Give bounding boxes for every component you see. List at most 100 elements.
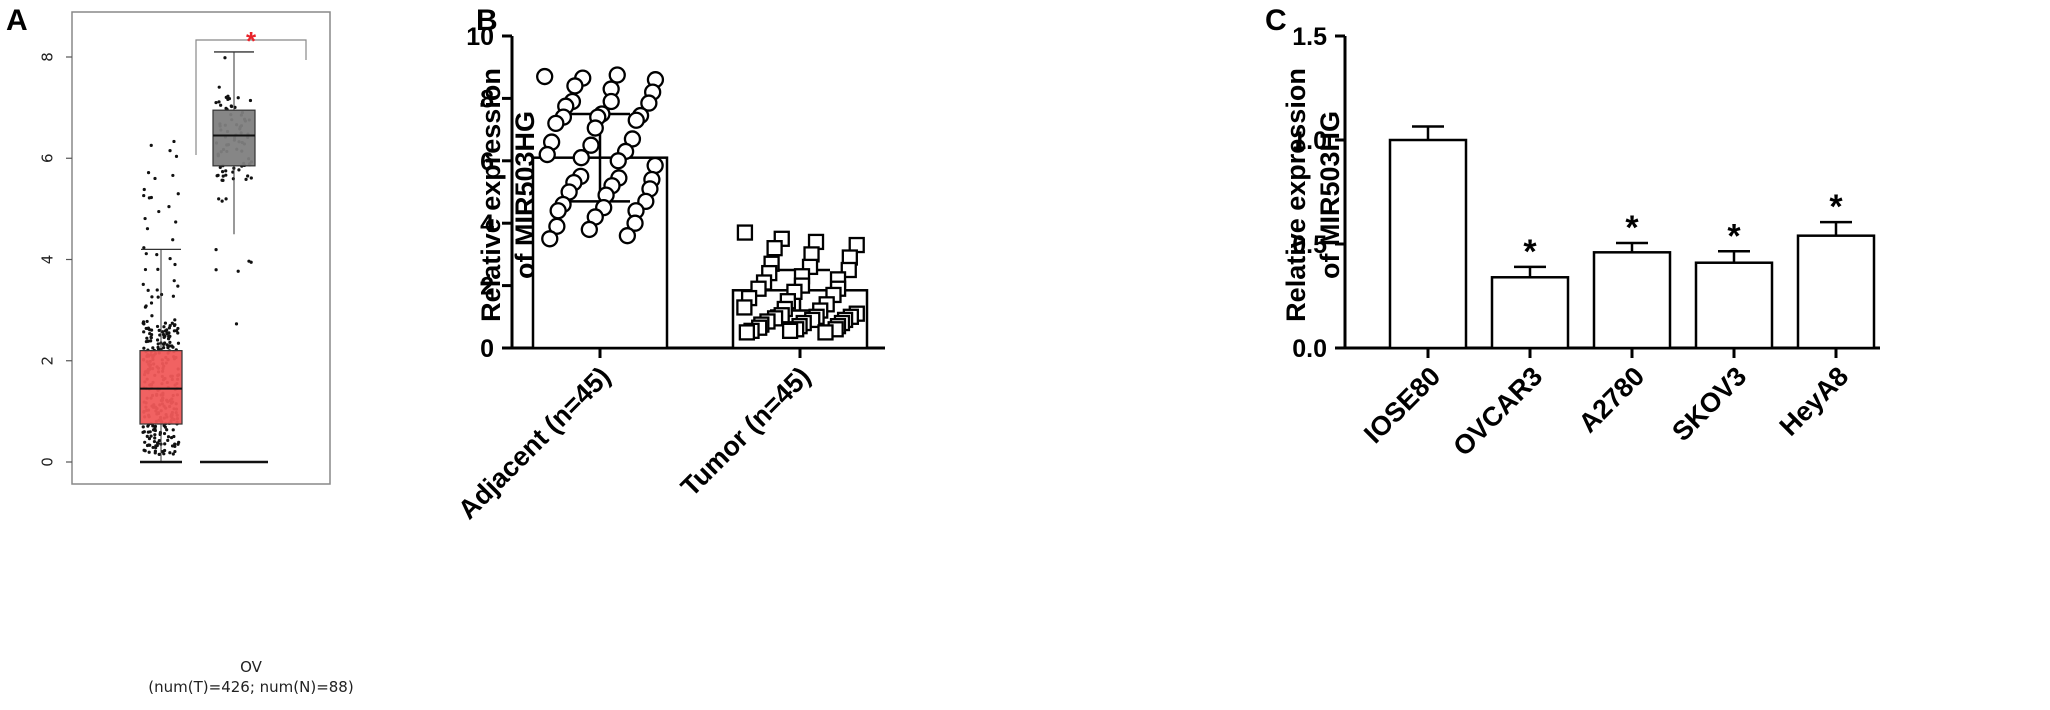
panel-c-x-labels: IOSE80 OVCAR3 A2780 SKOV3 HeyA8 bbox=[1358, 361, 1854, 462]
data-point bbox=[165, 428, 169, 432]
data-point bbox=[142, 193, 146, 198]
data-point bbox=[153, 436, 157, 440]
data-point bbox=[152, 439, 157, 444]
data-point bbox=[221, 178, 225, 183]
data-point bbox=[541, 230, 559, 248]
data-point bbox=[218, 165, 222, 170]
data-point bbox=[171, 345, 175, 349]
data-point bbox=[249, 176, 253, 180]
y-tick-label: 8 bbox=[39, 52, 57, 62]
panel-a-boxes bbox=[139, 51, 268, 464]
data-point bbox=[234, 322, 239, 326]
data-point bbox=[536, 67, 554, 86]
data-point bbox=[163, 321, 168, 325]
data-point bbox=[168, 324, 172, 328]
data-point bbox=[549, 202, 567, 220]
panel-b-y-axis-title: Relative expression of MIR503HG bbox=[476, 68, 540, 322]
x-category-label: Adjacent (n=45) bbox=[452, 361, 616, 525]
data-point bbox=[162, 346, 166, 350]
data-point bbox=[145, 434, 149, 439]
data-point bbox=[173, 318, 177, 322]
data-point bbox=[155, 253, 159, 257]
data-point bbox=[736, 224, 754, 241]
bar-iose80 bbox=[1388, 138, 1468, 350]
panel-b-bar-chart: Relative expression of MIR503HG 0246810 … bbox=[452, 23, 885, 525]
panel-a-significance: * bbox=[195, 26, 307, 155]
data-point bbox=[176, 192, 180, 196]
data-point bbox=[149, 143, 153, 147]
data-point bbox=[582, 136, 600, 154]
y-tick-label: 0 bbox=[39, 457, 57, 467]
data-point bbox=[167, 205, 171, 209]
x-category-label: IOSE80 bbox=[1358, 361, 1446, 449]
panel-b-points bbox=[536, 66, 865, 341]
data-point bbox=[173, 262, 177, 267]
data-point bbox=[176, 341, 181, 345]
data-point bbox=[167, 334, 171, 338]
data-point bbox=[143, 305, 148, 309]
x-category-label: Tumor (n=45) bbox=[675, 361, 816, 502]
data-point bbox=[736, 299, 753, 316]
data-point bbox=[548, 217, 566, 235]
data-point bbox=[572, 149, 590, 167]
data-point bbox=[247, 259, 251, 263]
data-point bbox=[144, 252, 148, 256]
data-point bbox=[162, 325, 166, 329]
data-point bbox=[161, 342, 166, 347]
y-tick-label: 1.0 bbox=[1292, 127, 1327, 155]
panel-c-axes: 0.0 0.5 1.0 1.5 bbox=[1292, 23, 1880, 363]
data-point bbox=[168, 256, 172, 261]
panel-c-ylabel-line1: Relative expression bbox=[1281, 68, 1311, 322]
data-point bbox=[608, 66, 626, 84]
data-point bbox=[168, 344, 172, 348]
significance-bracket bbox=[195, 39, 307, 155]
data-point bbox=[176, 331, 180, 335]
data-point bbox=[171, 238, 175, 242]
box-normal bbox=[212, 109, 256, 167]
data-point bbox=[151, 445, 155, 450]
data-point bbox=[142, 330, 146, 334]
data-point bbox=[219, 103, 223, 107]
data-point bbox=[602, 92, 620, 111]
panel-b-x-labels: Adjacent (n=45) Tumor (n=45) bbox=[452, 361, 816, 525]
data-point bbox=[141, 430, 145, 434]
bar-skov3 bbox=[1694, 261, 1774, 350]
data-point bbox=[156, 345, 160, 349]
data-point bbox=[145, 336, 149, 340]
data-point bbox=[161, 330, 165, 334]
data-point bbox=[224, 197, 228, 201]
data-point bbox=[175, 329, 179, 333]
y-tick-label: 6 bbox=[480, 148, 494, 176]
significance-star: * bbox=[246, 26, 257, 56]
data-point bbox=[168, 340, 172, 344]
panel-label-a: A bbox=[6, 4, 28, 37]
data-point bbox=[168, 148, 172, 153]
data-point bbox=[766, 240, 783, 257]
data-point bbox=[220, 199, 224, 203]
data-point bbox=[159, 292, 164, 297]
x-category-label: HeyA8 bbox=[1774, 361, 1855, 442]
data-point bbox=[171, 452, 175, 456]
data-point bbox=[142, 187, 146, 192]
data-point bbox=[142, 346, 146, 350]
data-point bbox=[143, 267, 148, 272]
data-point bbox=[156, 267, 160, 271]
data-point bbox=[146, 430, 150, 434]
data-point bbox=[163, 334, 167, 338]
significance-star: * bbox=[1523, 233, 1537, 271]
y-tick-label: 0.0 bbox=[1292, 335, 1327, 363]
data-point bbox=[172, 323, 177, 328]
y-tick-label: 8 bbox=[480, 85, 494, 113]
data-point bbox=[817, 324, 834, 341]
data-point bbox=[640, 94, 658, 112]
data-point bbox=[142, 448, 146, 452]
data-point bbox=[146, 326, 151, 330]
data-point bbox=[221, 174, 225, 178]
data-point bbox=[171, 294, 175, 298]
data-point bbox=[156, 441, 160, 445]
panel-c-bars: * * * * bbox=[1388, 125, 1876, 350]
data-point bbox=[171, 173, 175, 178]
data-point bbox=[216, 173, 220, 177]
data-point bbox=[172, 279, 176, 283]
data-point bbox=[163, 448, 167, 453]
